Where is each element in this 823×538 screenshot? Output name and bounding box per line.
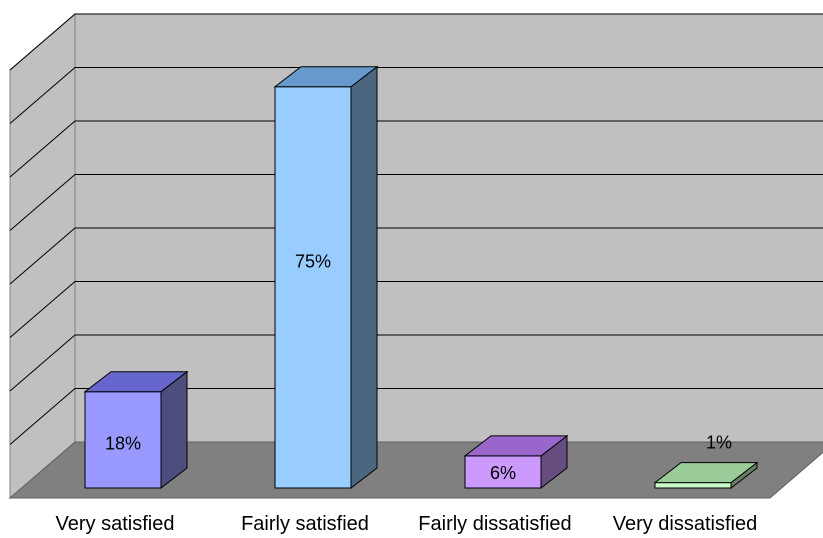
bar-fairly-satisfied: 75% — [273, 65, 379, 490]
category-labels: Very satisfied Fairly satisfied Fairly dis… — [56, 513, 758, 535]
bar-top — [273, 66, 379, 88]
bars: 18% 75% 6% 1% — [83, 65, 759, 490]
gridline — [9, 281, 823, 338]
bar-very-dissatisfied: 1% — [653, 433, 759, 490]
data-label: 18% — [105, 434, 141, 454]
bar-front — [274, 86, 352, 489]
category-label: Very satisfied — [56, 513, 175, 535]
bar-top — [83, 371, 189, 393]
gridline — [9, 174, 823, 231]
bar-side — [350, 65, 378, 490]
gridline — [9, 227, 823, 285]
data-label: 1% — [706, 433, 732, 453]
gridlines — [9, 13, 823, 445]
bar-top — [653, 462, 759, 484]
category-label: Fairly satisfied — [241, 513, 369, 535]
floor — [8, 441, 823, 499]
bar-very-satisfied: 18% — [83, 370, 189, 490]
gridline — [9, 13, 823, 71]
bar-front — [654, 482, 732, 489]
gridline — [9, 388, 823, 445]
bar-fairly-dissatisfied: 6% — [463, 434, 569, 490]
category-label: Fairly dissatisfied — [418, 513, 571, 535]
data-label: 6% — [490, 463, 516, 483]
data-label: 75% — [295, 251, 331, 271]
gridline — [9, 120, 823, 178]
gridline — [9, 334, 823, 392]
gridline — [9, 67, 823, 124]
category-label: Very dissatisfied — [613, 513, 758, 535]
bar-top — [463, 435, 569, 457]
